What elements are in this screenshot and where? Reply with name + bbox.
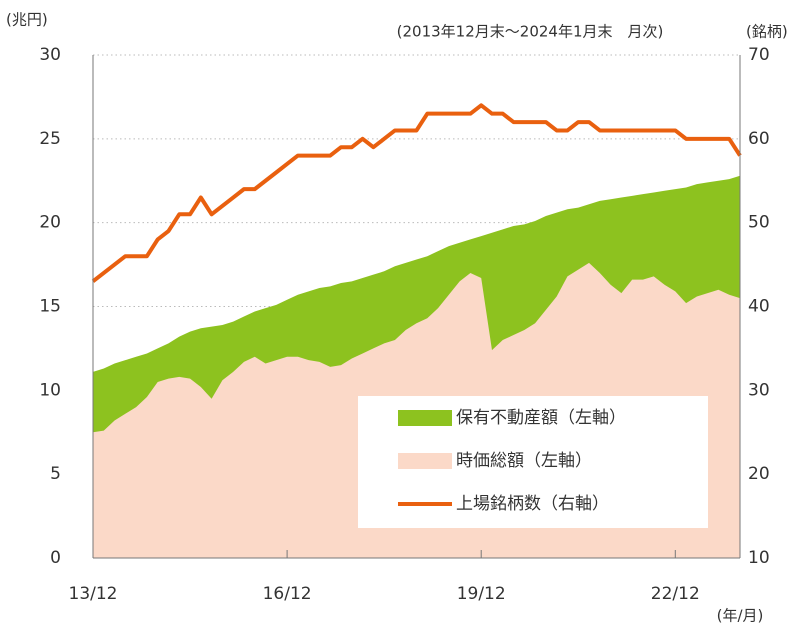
y2-tick-label: 40: [748, 297, 770, 317]
y2-tick-label: 30: [748, 380, 770, 400]
y-tick-label: 30: [39, 45, 61, 65]
legend-label: 時価総額（左軸）: [456, 451, 592, 471]
y-tick-label: 10: [39, 380, 61, 400]
line: [91, 103, 742, 283]
y-tick-label: 25: [39, 129, 61, 149]
y2-axis-label: (銘柄): [746, 23, 788, 41]
legend-label: 上場銘柄数（右軸）: [456, 494, 609, 514]
x-tick-label: 19/12: [457, 584, 506, 604]
y2-tick-label: 10: [748, 548, 770, 568]
y2-tick-label: 50: [748, 213, 770, 233]
legend-swatch: [398, 453, 452, 469]
x-tick-label: 22/12: [651, 584, 700, 604]
y-tick-label: 0: [50, 548, 61, 568]
legend-label: 保有不動産額（左軸）: [456, 408, 626, 428]
y2-tick-label: 70: [748, 45, 770, 65]
y-tick-label: 5: [50, 464, 61, 484]
x-axis-label: (年/月): [717, 607, 764, 625]
x-tick-label: 16/12: [263, 584, 312, 604]
y2-tick-label: 60: [748, 129, 770, 149]
y-tick-label: 15: [39, 297, 61, 317]
legend-swatch: [398, 410, 452, 426]
subtitle: (2013年12月末～2024年1月末 月次): [397, 23, 664, 41]
y-tick-label: 20: [39, 213, 61, 233]
x-tick-label: 13/12: [69, 584, 118, 604]
y-axis-label: (兆円): [6, 11, 48, 29]
y2-tick-label: 20: [748, 464, 770, 484]
